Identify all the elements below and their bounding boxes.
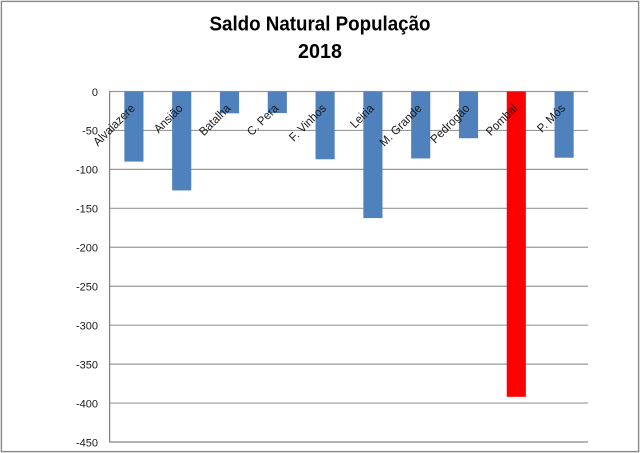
svg-text:-450: -450 (76, 437, 98, 449)
svg-text:-150: -150 (76, 204, 98, 216)
svg-text:-200: -200 (76, 243, 98, 255)
svg-text:-400: -400 (76, 398, 98, 410)
svg-text:-250: -250 (76, 282, 98, 294)
svg-text:-100: -100 (76, 165, 98, 177)
svg-text:2018: 2018 (298, 41, 342, 63)
svg-text:-50: -50 (82, 126, 98, 138)
svg-text:-300: -300 (76, 320, 98, 332)
svg-text:-350: -350 (76, 359, 98, 371)
svg-text:Saldo Natural População: Saldo Natural População (210, 14, 431, 36)
svg-text:0: 0 (92, 87, 98, 99)
